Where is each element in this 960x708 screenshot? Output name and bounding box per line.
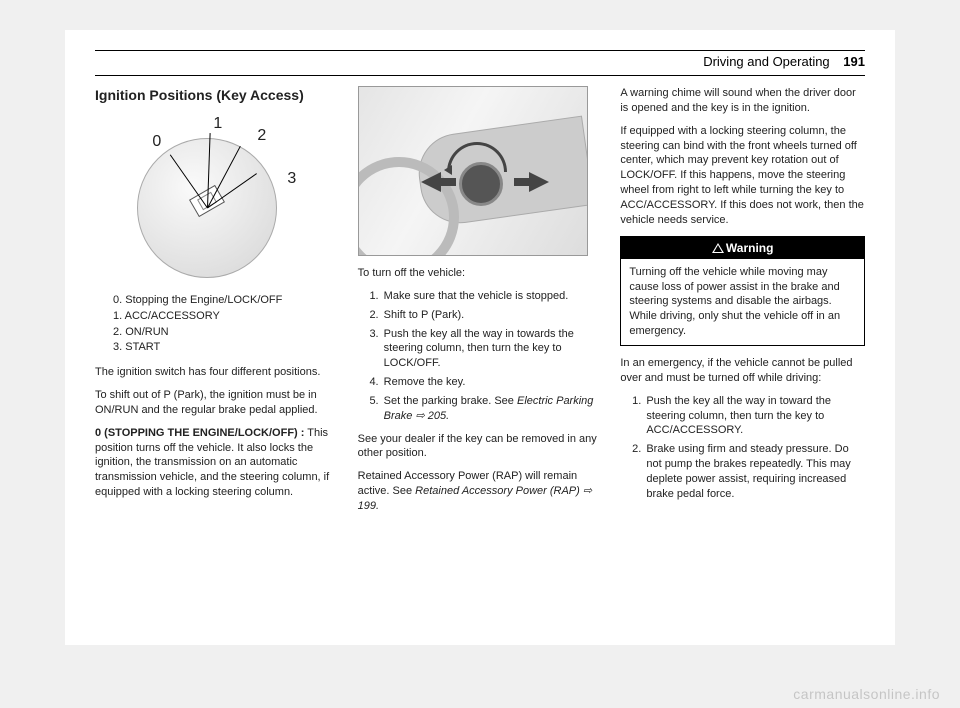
list-item: Push the key all the way in toward the s… (644, 394, 865, 439)
list-item: Set the parking brake. See Electric Park… (382, 394, 603, 424)
page-number: 191 (843, 54, 865, 69)
legend-item: 3. START (113, 340, 340, 355)
column-layout: Ignition Positions (Key Access) 0 1 2 3 … (95, 86, 865, 522)
dial-label-1: 1 (213, 113, 222, 135)
emergency-steps: Push the key all the way in toward the s… (638, 394, 865, 502)
arrow-left-icon (421, 172, 441, 192)
warning-box: Warning Turning off the vehicle while mo… (620, 236, 865, 346)
legend-item: 2. ON/RUN (113, 325, 340, 340)
dial-label-2: 2 (257, 125, 266, 147)
body-text: If equipped with a locking steering colu… (620, 124, 865, 228)
dial-legend: 0. Stopping the Engine/LOCK/OFF 1. ACC/A… (113, 293, 340, 355)
warning-header: Warning (621, 237, 864, 259)
list-item: Brake using firm and steady pressure. Do… (644, 442, 865, 501)
column-2: To turn off the vehicle: Make sure that … (358, 86, 603, 522)
list-intro: In an emergency, if the vehicle cannot b… (620, 356, 865, 386)
body-text: To shift out of P (Park), the ignition m… (95, 388, 340, 418)
manual-page: Driving and Operating 191 Ignition Posit… (65, 30, 895, 645)
arrow-right-icon (529, 172, 549, 192)
inline-text: Set the parking brake. See (384, 395, 517, 407)
body-text: 0 (STOPPING THE ENGINE/LOCK/OFF) : This … (95, 426, 340, 500)
list-item: Push the key all the way in towards the … (382, 327, 603, 372)
list-item: Make sure that the vehicle is stopped. (382, 289, 603, 304)
xref-page: ⇨ 205. (412, 410, 449, 422)
dial-label-0: 0 (152, 131, 161, 153)
rule-under-header (95, 75, 865, 76)
legend-item: 1. ACC/ACCESSORY (113, 309, 340, 324)
chapter-title: Driving and Operating (703, 54, 829, 69)
list-item: Remove the key. (382, 375, 603, 390)
body-text: The ignition switch has four different p… (95, 365, 340, 380)
ignition-dial-figure: 0 1 2 3 (117, 113, 317, 283)
body-text: A warning chime will sound when the driv… (620, 86, 865, 116)
column-1: Ignition Positions (Key Access) 0 1 2 3 … (95, 86, 340, 522)
legend-item: 0. Stopping the Engine/LOCK/OFF (113, 293, 340, 308)
list-intro: To turn off the vehicle: (358, 266, 603, 281)
inline-bold: 0 (STOPPING THE ENGINE/LOCK/OFF) : (95, 427, 304, 439)
keyhole-shape (459, 162, 503, 206)
page-header: Driving and Operating 191 (95, 54, 865, 69)
warning-triangle-icon (712, 243, 724, 253)
body-text: Retained Accessory Power (RAP) will rema… (358, 469, 603, 514)
warning-body: Turning off the vehicle while moving may… (621, 259, 864, 345)
ignition-insert-figure (358, 86, 588, 256)
list-item: Shift to P (Park). (382, 308, 603, 323)
section-heading: Ignition Positions (Key Access) (95, 86, 340, 105)
column-3: A warning chime will sound when the driv… (620, 86, 865, 522)
xref-link: Retained Accessory Power (RAP) (415, 485, 580, 497)
warning-title: Warning (726, 241, 774, 255)
rule-top (95, 50, 865, 51)
watermark-text: carmanualsonline.info (793, 686, 940, 702)
dial-label-3: 3 (287, 168, 296, 190)
turn-off-steps: Make sure that the vehicle is stopped. S… (376, 289, 603, 424)
body-text: See your dealer if the key can be remove… (358, 432, 603, 462)
